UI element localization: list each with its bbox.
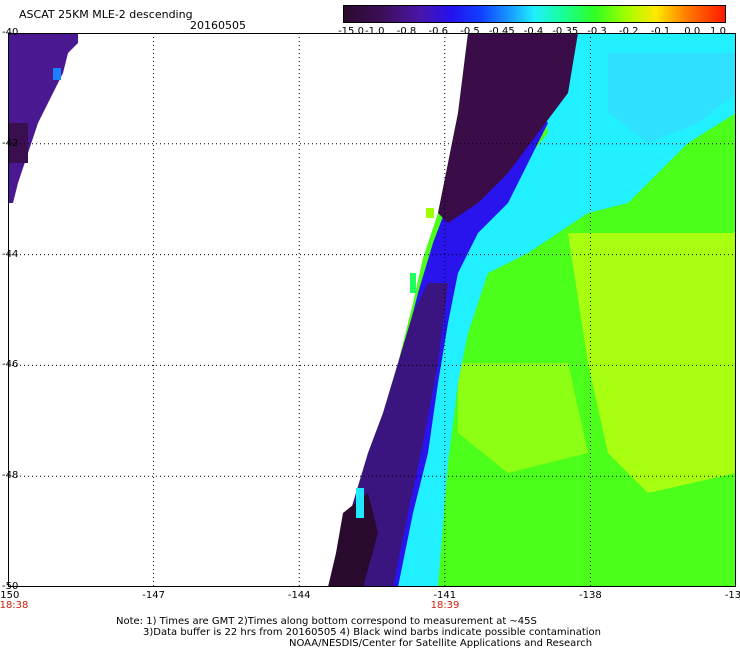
swath-left-blue-cell (53, 68, 61, 80)
lon-tick-label: -144 (287, 590, 311, 601)
colorbar-tick-label: -0.1 (650, 26, 671, 37)
colorbar-tick-label: -0.45 (488, 26, 515, 37)
lat-tick-label: -44 (2, 248, 19, 260)
swath-left-dark-cell (8, 123, 28, 163)
lon-tick-label: -13 (724, 590, 740, 601)
swath-main-green-cell (410, 273, 416, 293)
map-grid (8, 33, 736, 587)
colorbar-tick-label: -0.8 (396, 26, 417, 37)
note-line-2: 3)Data buffer is 22 hrs from 20160505 4)… (143, 627, 601, 638)
swath-main-yellow-patch-2 (458, 363, 588, 473)
colorbar-tick-label: -0.35 (552, 26, 579, 37)
plot-frame (8, 33, 736, 587)
lon-tick-label: -141 (433, 590, 457, 601)
map-plot (8, 33, 736, 587)
lon-tick-label: -147 (142, 590, 165, 601)
time-label-mid: 18:39 (430, 600, 460, 611)
colorbar-tick-label: -0.5 (460, 26, 480, 37)
colorbar-tick-label: -0.6 (428, 26, 449, 37)
swath-main-yellow-patch (568, 233, 736, 493)
map-title: ASCAT 25KM MLE-2 descending (19, 8, 193, 21)
lon-tick-label: -150 (0, 590, 20, 601)
lat-tick-label: -40 (2, 27, 19, 38)
colorbar-tick-label: -0.4 (523, 26, 544, 37)
swath-left-region (8, 33, 78, 203)
colorbar-tick-label: 1.0 (710, 26, 726, 37)
note-line-3: NOAA/NESDIS/Center for Satellite Applica… (289, 638, 593, 649)
swath-main-cyan-east (608, 53, 736, 143)
map-date: 20160505 (190, 19, 246, 32)
swath-main (328, 33, 736, 587)
swath-main-yellow-cell (426, 208, 434, 218)
lat-tick-label: -42 (2, 137, 19, 149)
colorbar-gradient (344, 6, 725, 22)
swath-main-purple-edge (438, 33, 578, 223)
colorbar-tick-label: -1.0 (364, 26, 385, 37)
colorbar-tick-label: -15.0 (338, 26, 364, 37)
lat-tick-label: -50 (2, 581, 19, 592)
lon-tick-label: -138 (579, 590, 602, 601)
colorbar-tick-label: 0.0 (684, 26, 701, 37)
lat-tick-label: -46 (2, 359, 19, 371)
lat-tick-label: -48 (2, 470, 19, 482)
time-label-start: 18:38 (0, 600, 29, 611)
note-line-1: Note: 1) Times are GMT 2)Times along bot… (116, 616, 537, 627)
colorbar-tick-label: -0.3 (587, 26, 607, 37)
colorbar (343, 5, 726, 23)
colorbar-tick-label: -0.2 (618, 26, 639, 37)
swath-main-dark-strip (328, 493, 378, 587)
swath-main-cyan-band (383, 33, 736, 587)
swath-left (8, 33, 78, 203)
swath-main-cyan-cell (356, 488, 364, 518)
